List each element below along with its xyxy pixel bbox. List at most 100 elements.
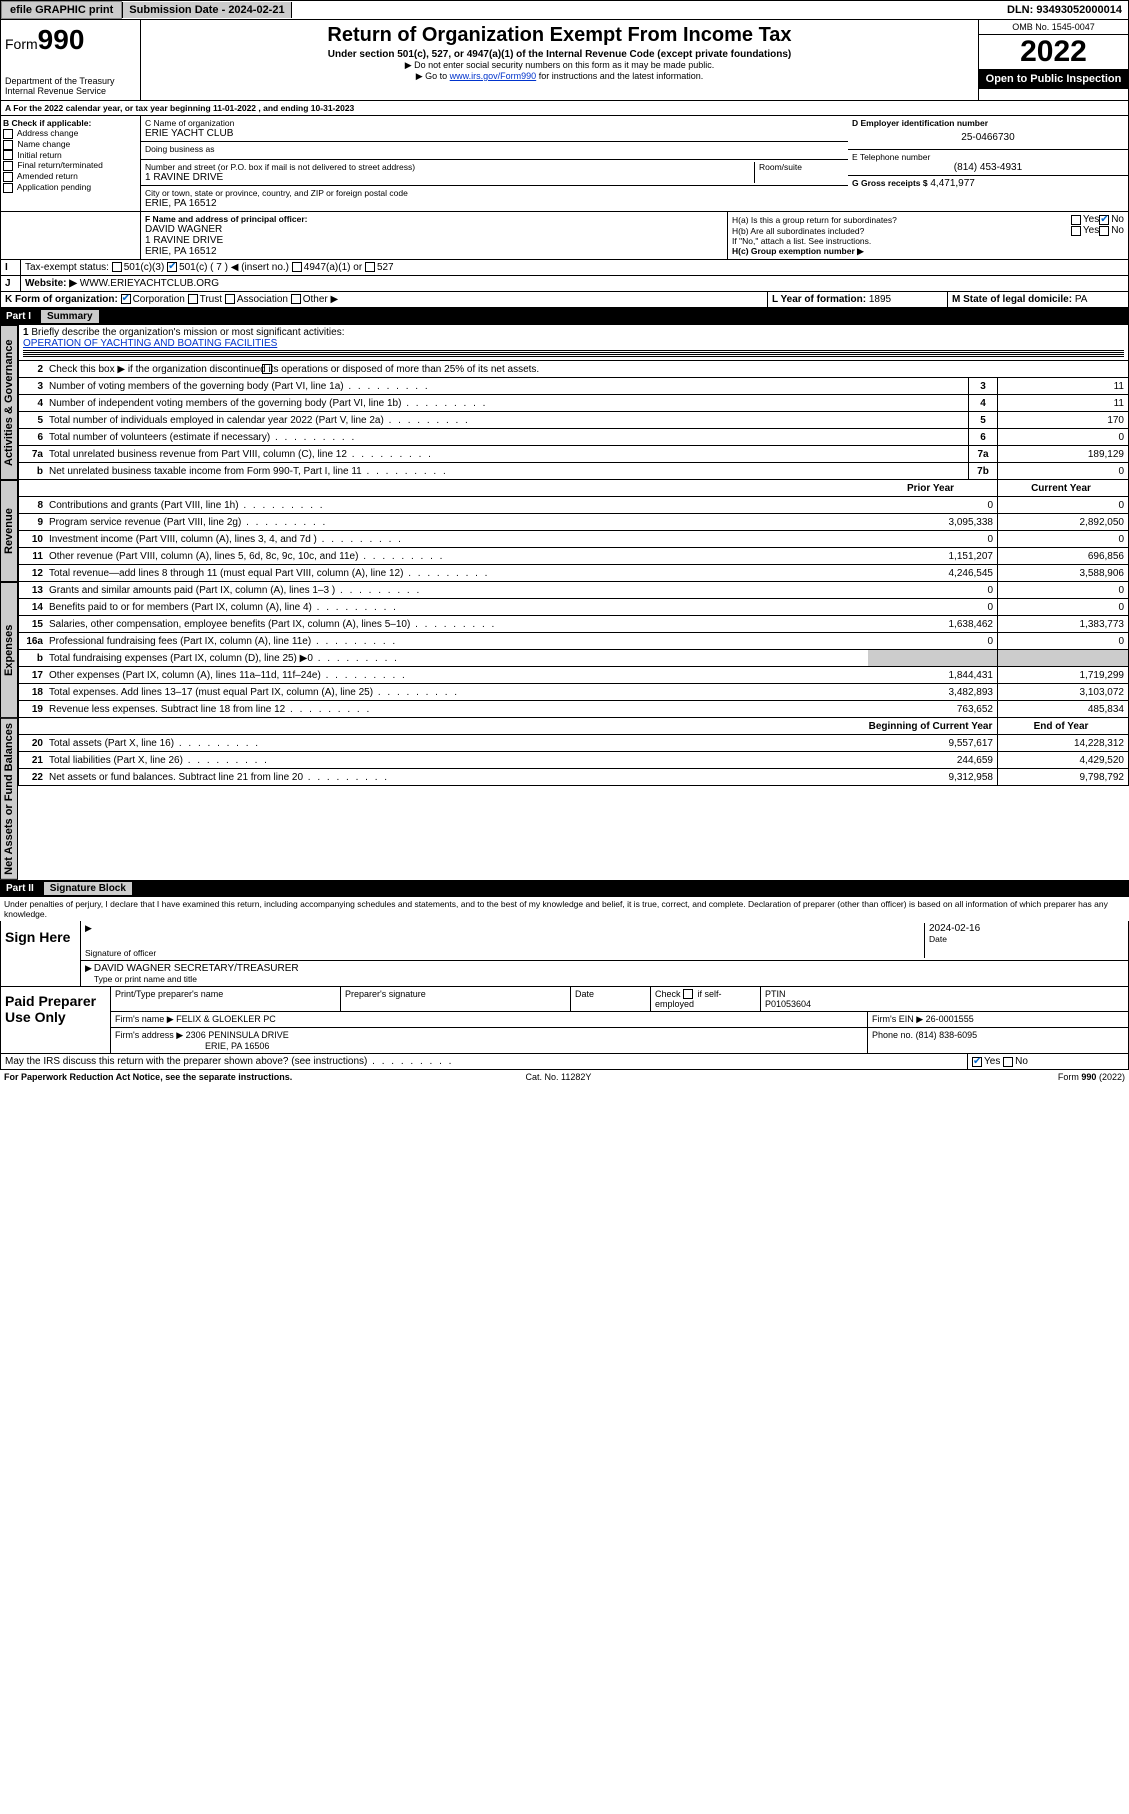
corp-checkbox[interactable] [121,294,131,304]
b-opt-checkbox[interactable] [3,183,13,193]
b-option: Address change [3,128,138,139]
declaration: Under penalties of perjury, I declare th… [0,897,1129,921]
dba-label: Doing business as [145,144,844,154]
summary-row: 8Contributions and grants (Part VIII, li… [18,497,1129,514]
sign-here-block: Sign Here Signature of officer 2024-02-1… [0,921,1129,987]
summary-row: bNet unrelated business taxable income f… [18,463,1129,480]
line-j: J Website: ▶ WWW.ERIEYACHTCLUB.ORG [0,276,1129,292]
officer-name: DAVID WAGNER [145,224,723,235]
sig-officer-label: Signature of officer [85,948,924,958]
line-i: I Tax-exempt status: 501(c)(3) 501(c) ( … [0,260,1129,276]
firm-phone: (814) 838-6095 [916,1030,978,1040]
summary-row: 15Salaries, other compensation, employee… [18,616,1129,633]
summary-row: 12Total revenue—add lines 8 through 11 (… [18,565,1129,582]
ptin-label: PTIN [765,989,786,999]
open-inspection: Open to Public Inspection [979,69,1128,89]
line-a: A For the 2022 calendar year, or tax yea… [0,101,1129,116]
ha-yes-checkbox[interactable] [1071,215,1081,225]
b-opt-checkbox[interactable] [3,129,13,139]
b-opt-checkbox[interactable] [3,172,13,182]
part2-header: Part II Signature Block [0,880,1129,897]
org-info-block: B Check if applicable: Address change Na… [0,116,1129,212]
assoc-checkbox[interactable] [225,294,235,304]
501c-checkbox[interactable] [167,262,177,272]
4947-checkbox[interactable] [292,262,302,272]
firm-addr1: 2306 PENINSULA DRIVE [186,1030,289,1040]
date-label: Date [929,934,1124,944]
hc-label: H(c) Group exemption number ▶ [732,246,1124,257]
part1-header: Part I Summary [0,308,1129,325]
summary-row: 14Benefits paid to or for members (Part … [18,599,1129,616]
year-formation: 1895 [869,294,891,305]
tab-net: Net Assets or Fund Balances [0,718,18,880]
line2-checkbox[interactable] [262,364,272,374]
g-label: G Gross receipts $ [852,178,928,188]
sign-here-label: Sign Here [1,921,81,986]
e-label: E Telephone number [852,152,1124,162]
501c3-checkbox[interactable] [112,262,122,272]
mission: OPERATION OF YACHTING AND BOATING FACILI… [23,338,277,349]
irs-label: Internal Revenue Service [5,86,136,96]
prep-name-hdr: Print/Type preparer's name [111,987,341,1012]
form-ref: Form 990 (2022) [1058,1072,1125,1082]
summary-row: 19Revenue less expenses. Subtract line 1… [18,701,1129,718]
city: ERIE, PA 16512 [145,198,844,209]
gross-receipts: 4,471,977 [930,178,975,189]
dept-label: Department of the Treasury [5,76,136,86]
tax-year: 2022 [979,35,1128,69]
omb-number: OMB No. 1545-0047 [979,20,1128,35]
efile-print-button[interactable]: efile GRAPHIC print [1,1,122,19]
city-label: City or town, state or province, country… [145,188,844,198]
firm-name: FELIX & GLOEKLER PC [176,1014,276,1024]
b-opt-checkbox[interactable] [3,161,13,171]
hb-label: H(b) Are all subordinates included? [732,226,1071,236]
firm-addr2: ERIE, PA 16506 [205,1041,269,1051]
may-no-checkbox[interactable] [1003,1057,1013,1067]
submission-date: Submission Date - 2024-02-21 [122,2,291,18]
summary-row: 21Total liabilities (Part X, line 26)244… [18,752,1129,769]
prep-sig-hdr: Preparer's signature [341,987,571,1012]
org-name: ERIE YACHT CLUB [145,128,844,139]
b-option: Application pending [3,182,138,193]
b-option: Amended return [3,171,138,182]
b-opt-checkbox[interactable] [3,140,13,150]
form-subtitle: Under section 501(c), 527, or 4947(a)(1)… [145,49,974,60]
summary-row: 10Investment income (Part VIII, column (… [18,531,1129,548]
summary-row: 3Number of voting members of the governi… [18,378,1129,395]
officer-city: ERIE, PA 16512 [145,246,723,257]
current-year-hdr: Current Year [998,480,1128,496]
line2: Check this box ▶ if the organization dis… [47,364,1128,375]
summary-row: 22Net assets or fund balances. Subtract … [18,769,1129,786]
527-checkbox[interactable] [365,262,375,272]
b-opt-checkbox[interactable] [3,150,13,160]
f-h-block: F Name and address of principal officer:… [0,212,1129,260]
b-option: Name change [3,139,138,150]
hb-no-checkbox[interactable] [1099,226,1109,236]
footer: For Paperwork Reduction Act Notice, see … [0,1070,1129,1084]
prep-date-hdr: Date [571,987,651,1012]
other-checkbox[interactable] [291,294,301,304]
hb-yes-checkbox[interactable] [1071,226,1081,236]
line1-label: Briefly describe the organization's miss… [31,327,344,338]
irs-link[interactable]: www.irs.gov/Form990 [450,71,537,81]
trust-checkbox[interactable] [188,294,198,304]
summary-row: 4Number of independent voting members of… [18,395,1129,412]
line-klm: K Form of organization: Corporation Trus… [0,292,1129,308]
ha-no-checkbox[interactable] [1099,215,1109,225]
website-url: WWW.ERIEYACHTCLUB.ORG [80,278,219,289]
firm-ein: 26-0001555 [926,1014,974,1024]
officer-street: 1 RAVINE DRIVE [145,235,723,246]
may-yes-checkbox[interactable] [972,1057,982,1067]
note-ssn: ▶ Do not enter social security numbers o… [145,60,974,71]
summary-row: bTotal fundraising expenses (Part IX, co… [18,650,1129,667]
phone: (814) 453-4931 [852,162,1124,173]
name-title-label: Type or print name and title [94,974,299,984]
cat-no: Cat. No. 11282Y [526,1072,592,1082]
room-label: Room/suite [754,162,844,183]
summary-row: 7aTotal unrelated business revenue from … [18,446,1129,463]
self-emp-checkbox[interactable] [683,989,693,999]
summary-row: 6Total number of volunteers (estimate if… [18,429,1129,446]
beg-year-hdr: Beginning of Current Year [868,718,998,734]
tab-governance: Activities & Governance [0,325,18,480]
street-label: Number and street (or P.O. box if mail i… [145,162,754,172]
